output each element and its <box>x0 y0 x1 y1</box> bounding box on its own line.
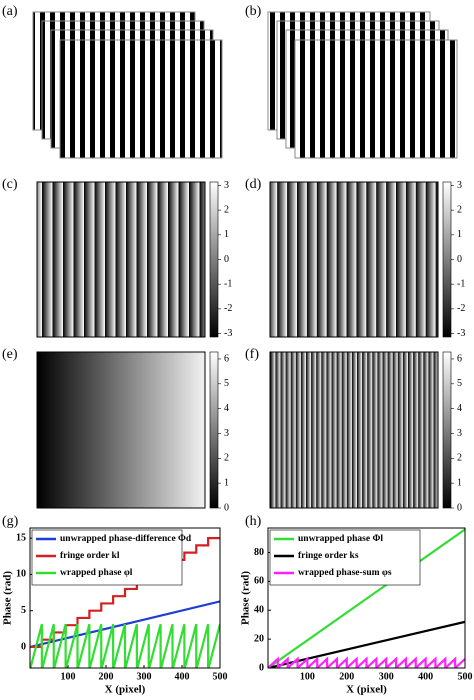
colorbar-tick-label: -2 <box>457 303 465 314</box>
y-tick-label: 0 <box>259 662 264 673</box>
legend-box <box>269 529 421 586</box>
legend-label: fringe order kl <box>60 551 120 561</box>
colorbar-tick-label: 6 <box>224 353 229 364</box>
colorbar-tick-label: 4 <box>224 403 229 414</box>
colorbar-tick-label: 3 <box>457 428 462 439</box>
y-tick-label: 80 <box>254 547 264 558</box>
colorbar-tick-label: 1 <box>457 477 462 488</box>
y-axis-label: Phase (rad) <box>240 571 252 625</box>
colorbar-tick-label: 0 <box>224 502 229 513</box>
legend-box <box>31 529 183 586</box>
colorbar-tick-label: 3 <box>457 180 462 191</box>
colorbar-tick-label: 5 <box>457 378 462 389</box>
y-axis-label: Phase (rad) <box>2 571 14 625</box>
colorbar-tick-label: 5 <box>224 378 229 389</box>
x-tick-label: 200 <box>99 671 114 682</box>
colorbar-tick-label: 1 <box>224 477 229 488</box>
colorbar-tick-label: 3 <box>224 428 229 439</box>
colorbar-tick-label: -3 <box>224 328 232 339</box>
y-tick-label: 40 <box>254 605 264 616</box>
y-tick-label: 10 <box>16 569 26 580</box>
panel-label: (g) <box>2 514 19 529</box>
panel-label: (b) <box>245 4 262 19</box>
legend-label: unwrapped phase Φl <box>298 534 383 544</box>
legend-label: fringe order ks <box>298 551 359 561</box>
colorbar <box>209 181 219 338</box>
series-line <box>30 623 220 668</box>
colorbar-tick-label: -1 <box>224 278 232 289</box>
panel-label: (f) <box>245 347 259 362</box>
x-tick-label: 100 <box>300 671 315 682</box>
colorbar-tick-label: 2 <box>224 204 229 215</box>
phase-image-f <box>269 351 439 509</box>
legend-label: unwrapped phase-difference Φd <box>60 534 192 544</box>
x-tick-label: 500 <box>458 671 473 682</box>
x-tick-label: 500 <box>213 671 228 682</box>
x-tick-label: 300 <box>379 671 394 682</box>
plot-frame <box>29 527 221 669</box>
series-line <box>268 656 465 668</box>
panel-label: (a) <box>2 4 18 19</box>
phase-image-e <box>36 351 206 509</box>
y-tick-label: 20 <box>254 633 264 644</box>
panel-label: (h) <box>245 514 262 529</box>
y-tick-label: 15 <box>16 532 26 543</box>
panel-label: (e) <box>2 347 18 362</box>
plot-frame <box>267 527 466 669</box>
legend-label: wrapped phase-sum φs <box>298 568 392 578</box>
y-tick-label: 5 <box>21 605 26 616</box>
series-line <box>268 620 465 668</box>
x-tick-label: 100 <box>61 671 76 682</box>
colorbar-tick-label: -3 <box>457 328 465 339</box>
colorbar-tick-label: -1 <box>457 278 465 289</box>
x-axis-label: X (pixel) <box>105 684 146 696</box>
y-tick-label: 0 <box>21 641 26 652</box>
x-tick-label: 300 <box>137 671 152 682</box>
colorbar <box>442 181 452 338</box>
colorbar-tick-label: 1 <box>457 229 462 240</box>
colorbar-tick-label: 6 <box>457 353 462 364</box>
colorbar-tick-label: -2 <box>224 303 232 314</box>
colorbar-tick-label: 4 <box>457 403 462 414</box>
phase-image-c <box>36 181 206 338</box>
phase-image-d <box>269 181 439 338</box>
colorbar-tick-label: 0 <box>457 502 462 513</box>
fringe-stack-a <box>32 11 223 159</box>
colorbar-tick-label: 2 <box>457 453 462 464</box>
legend-label: wrapped phase φl <box>60 568 133 578</box>
colorbar-tick-label: 1 <box>224 229 229 240</box>
x-tick-label: 200 <box>339 671 354 682</box>
y-tick-label: 60 <box>254 576 264 587</box>
colorbar-tick-label: 0 <box>457 254 462 265</box>
series-line <box>268 528 465 668</box>
panel-label: (d) <box>245 177 262 192</box>
panel-label: (c) <box>2 177 18 192</box>
x-tick-label: 400 <box>418 671 433 682</box>
x-tick-label: 400 <box>175 671 190 682</box>
colorbar-tick-label: 0 <box>224 254 229 265</box>
fringe-stack-b <box>267 11 458 159</box>
colorbar <box>209 351 219 509</box>
colorbar-tick-label: 2 <box>224 453 229 464</box>
x-axis-label: X (pixel) <box>346 684 387 696</box>
colorbar-tick-label: 3 <box>224 180 229 191</box>
colorbar-tick-label: 2 <box>457 204 462 215</box>
colorbar <box>442 351 452 509</box>
